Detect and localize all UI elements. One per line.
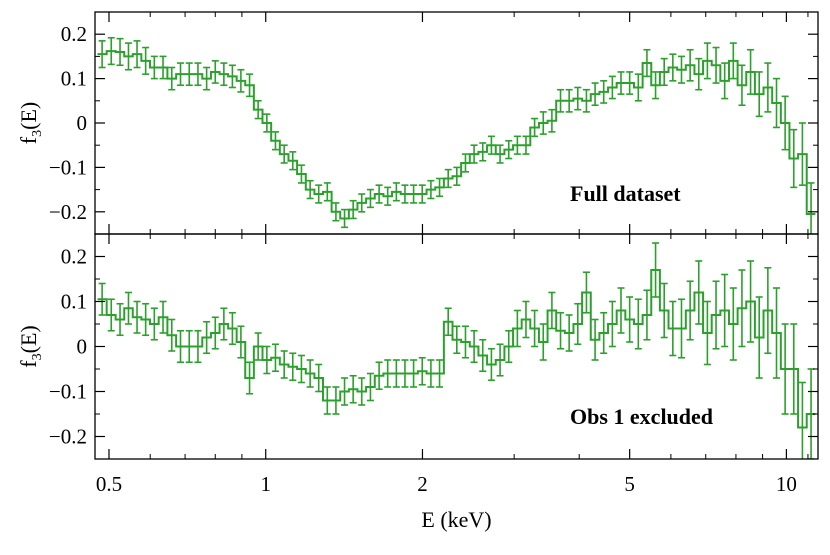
axes-frame [95,12,818,234]
x-axis: 0.5 1 2 5 10 E (keV) [96,472,797,532]
y-tick-label: 0 [77,335,88,359]
panel-obs1-excluded: 0.2 0.1 0 −0.1 −0.2 f3(E) Obs 1 excluded [16,234,818,473]
x-tick-label: 10 [776,472,797,496]
x-tick-label: 2 [417,472,428,496]
x-axis-label: E (keV) [421,507,491,532]
plot-area [98,243,816,473]
y-axis-label-sub: 3 [30,130,45,137]
y-axis-label-tail: (E) [16,325,41,353]
y-tick-label: −0.2 [49,200,87,224]
y-tick-label: 0.1 [61,290,87,314]
y-axis-label-tail: (E) [16,102,41,130]
y-tick-label: −0.2 [49,425,87,449]
y-axis-label-sub: 3 [30,353,45,360]
panel-full-dataset: 0.2 0.1 0 −0.1 −0.2 f3(E) Full dataset [16,12,818,245]
panel-annotation: Full dataset [570,181,681,206]
y-tick-label: 0 [77,111,88,135]
x-tick-label: 0.5 [96,472,122,496]
y-tick-label: 0.2 [61,245,87,269]
y-axis-label: f3(E) [16,325,45,367]
y-axis-label: f3(E) [16,102,45,144]
y-tick-label: −0.1 [49,155,87,179]
plot-area [98,38,816,245]
x-tick-label: 5 [624,472,635,496]
panel-annotation: Obs 1 excluded [570,404,713,429]
y-tick-label: −0.1 [49,380,87,404]
y-tick-label: 0.2 [61,22,87,46]
y-tick-label: 0.1 [61,67,87,91]
x-tick-label: 1 [260,472,271,496]
